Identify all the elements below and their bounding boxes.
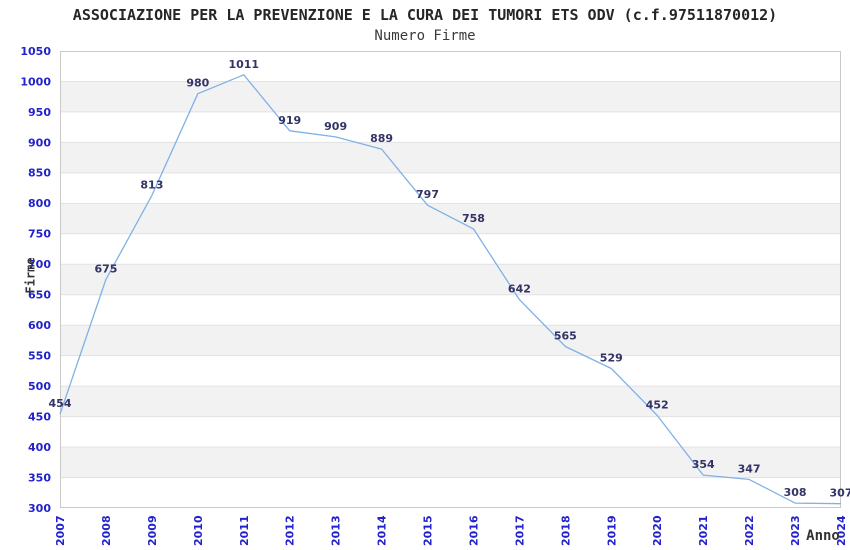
- y-tick-label: 1000: [20, 75, 51, 88]
- data-point-label: 347: [738, 462, 761, 475]
- data-point-label: 980: [186, 77, 209, 90]
- x-tick-label: 2023: [789, 515, 802, 546]
- y-tick-label: 650: [28, 289, 51, 302]
- y-tick-label: 550: [28, 350, 51, 363]
- x-tick-label: 2012: [284, 515, 297, 546]
- x-tick-label: 2024: [835, 515, 848, 546]
- x-tick-label: 2018: [559, 515, 572, 546]
- data-point-label: 354: [692, 458, 715, 471]
- y-tick-label: 750: [28, 228, 51, 241]
- data-point-label: 454: [49, 397, 72, 410]
- data-point-label: 642: [508, 283, 531, 296]
- x-tick-label: 2017: [513, 515, 526, 546]
- data-line: [59, 74, 842, 505]
- x-tick-label: 2022: [743, 515, 756, 546]
- x-tick-label: 2015: [422, 515, 435, 546]
- x-tick-label: 2013: [330, 515, 343, 546]
- data-point-label: 909: [324, 120, 347, 133]
- x-tick-label: 2020: [651, 515, 664, 546]
- x-tick-label: 2010: [192, 515, 205, 546]
- chart-title: ASSOCIAZIONE PER LA PREVENZIONE E LA CUR…: [72, 6, 778, 24]
- data-point-label: 758: [462, 212, 485, 225]
- x-axis-label: Anno: [806, 528, 840, 544]
- y-tick-label: 900: [28, 136, 51, 149]
- plot-border: [60, 51, 841, 508]
- data-point-label: 1011: [228, 58, 259, 71]
- x-tick-label: 2014: [376, 515, 389, 546]
- y-axis-label: Firme: [23, 257, 38, 294]
- y-tick-label: 600: [28, 319, 51, 332]
- y-tick-label: 700: [28, 258, 51, 271]
- data-point-label: 565: [554, 330, 577, 343]
- x-tick-label: 2007: [54, 515, 67, 546]
- y-tick-label: 950: [28, 106, 51, 119]
- data-point-label: 813: [140, 178, 163, 191]
- y-tick-label: 400: [28, 441, 51, 454]
- x-tick-label: 2011: [238, 515, 251, 546]
- plot-band: [60, 203, 841, 234]
- data-point-label: 307: [830, 487, 850, 500]
- data-point-label: 919: [278, 114, 301, 127]
- y-tick-label: 1050: [20, 45, 51, 58]
- data-point-label: 675: [94, 263, 117, 276]
- y-tick-label: 500: [28, 380, 51, 393]
- plot-band: [60, 142, 841, 173]
- x-tick-label: 2021: [697, 515, 710, 546]
- data-point-label: 797: [416, 188, 439, 201]
- data-point-label: 452: [646, 398, 669, 411]
- x-tick-label: 2016: [467, 515, 480, 546]
- plot-band: [60, 447, 841, 478]
- y-tick-label: 350: [28, 471, 51, 484]
- chart-subtitle: Numero Firme: [374, 28, 476, 44]
- x-tick-label: 2009: [146, 515, 159, 546]
- plot-band: [60, 264, 841, 295]
- data-point-label: 529: [600, 351, 623, 364]
- y-tick-label: 450: [28, 410, 51, 423]
- y-tick-label: 300: [28, 502, 51, 515]
- y-tick-label: 850: [28, 167, 51, 180]
- x-tick-label: 2019: [605, 515, 618, 546]
- plot-band: [60, 386, 841, 417]
- plot-band: [60, 81, 841, 112]
- x-tick-label: 2008: [100, 515, 113, 546]
- plot-band: [60, 325, 841, 356]
- data-point-label: 308: [784, 486, 807, 499]
- y-tick-label: 800: [28, 197, 51, 210]
- data-point-label: 889: [370, 132, 393, 145]
